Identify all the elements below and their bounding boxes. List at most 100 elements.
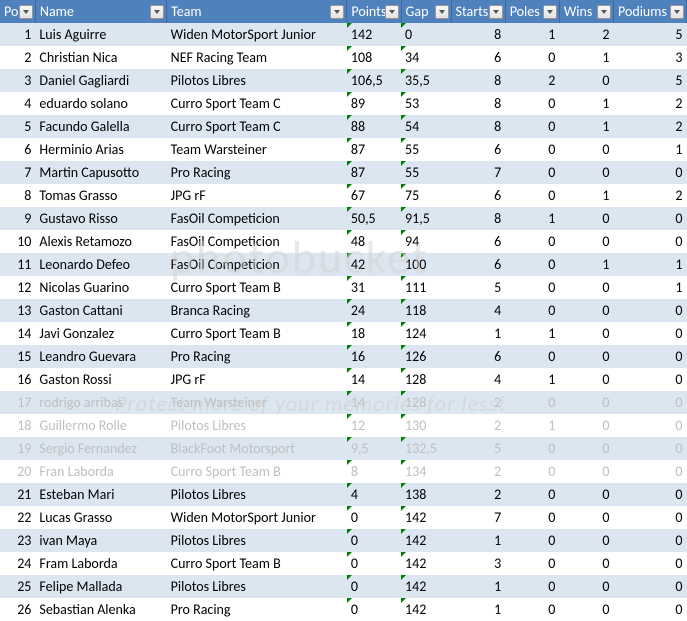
- cell-team: JPG rF: [167, 368, 347, 391]
- error-indicator-icon: [347, 368, 352, 373]
- table-row[interactable]: 18Guillermo RollePilotos Libres121302100: [0, 414, 687, 437]
- cell-team: BlackFoot Motorsport: [167, 437, 347, 460]
- cell-gap: 124: [401, 322, 451, 345]
- cell-wins: 0: [559, 506, 613, 529]
- cell-gap: 128: [401, 368, 451, 391]
- cell-name: Sergio Fernandez: [35, 437, 166, 460]
- error-indicator-icon: [347, 230, 352, 235]
- cell-pos: 13: [0, 299, 35, 322]
- cell-poles: 0: [505, 92, 559, 115]
- filter-dropdown-icon[interactable]: [330, 5, 344, 19]
- cell-points: 67: [347, 184, 401, 207]
- table-row[interactable]: 14Javi GonzalezCurro Sport Team B1812411…: [0, 322, 687, 345]
- cell-podiums: 0: [614, 414, 687, 437]
- error-indicator-icon: [401, 437, 406, 442]
- cell-points: 31: [347, 276, 401, 299]
- cell-starts: 1: [451, 598, 505, 621]
- filter-dropdown-icon[interactable]: [385, 5, 399, 19]
- table-row[interactable]: 8Tomas GrassoJPG rF67756012: [0, 184, 687, 207]
- table-row[interactable]: 10Alexis RetamozoFasOil Competicion48946…: [0, 230, 687, 253]
- cell-name: Lucas Grasso: [35, 506, 166, 529]
- cell-gap: 0: [401, 23, 451, 46]
- cell-pos: 6: [0, 138, 35, 161]
- table-row[interactable]: 4eduardo solanoCurro Sport Team C8953801…: [0, 92, 687, 115]
- table-row[interactable]: 7Martin CapusottoPro Racing87557000: [0, 161, 687, 184]
- cell-starts: 3: [451, 552, 505, 575]
- error-indicator-icon: [401, 276, 406, 281]
- filter-dropdown-icon[interactable]: [597, 5, 611, 19]
- cell-points: 106,5: [347, 69, 401, 92]
- table-row[interactable]: 9Gustavo RissoFasOil Competicion50,591,5…: [0, 207, 687, 230]
- table-row[interactable]: 16Gaston RossiJPG rF141284100: [0, 368, 687, 391]
- cell-gap: 91,5: [401, 207, 451, 230]
- table-row[interactable]: 13Gaston CattaniBranca Racing241184000: [0, 299, 687, 322]
- cell-team: FasOil Competicion: [167, 253, 347, 276]
- cell-name: Sebastian Alenka: [35, 598, 166, 621]
- cell-starts: 2: [451, 483, 505, 506]
- cell-name: Esteban Mari: [35, 483, 166, 506]
- error-indicator-icon: [401, 483, 406, 488]
- filter-dropdown-icon[interactable]: [543, 5, 557, 19]
- error-indicator-icon: [401, 345, 406, 350]
- filter-dropdown-icon[interactable]: [19, 5, 33, 19]
- cell-starts: 2: [451, 414, 505, 437]
- cell-wins: 0: [559, 414, 613, 437]
- filter-dropdown-icon[interactable]: [489, 5, 503, 19]
- table-row[interactable]: 24Fram LabordaCurro Sport Team B01423000: [0, 552, 687, 575]
- cell-gap: 132,5: [401, 437, 451, 460]
- cell-starts: 6: [451, 230, 505, 253]
- header-starts[interactable]: Starts: [451, 0, 505, 23]
- cell-pos: 3: [0, 69, 35, 92]
- error-indicator-icon: [347, 506, 352, 511]
- table-row[interactable]: 1Luis AguirreWiden MotorSport Junior1420…: [0, 23, 687, 46]
- table-row[interactable]: 20Fran LabordaCurro Sport Team B81342000: [0, 460, 687, 483]
- header-wins[interactable]: Wins: [559, 0, 613, 23]
- header-starts-label: Starts: [456, 3, 489, 20]
- header-pos[interactable]: Pos: [0, 0, 35, 23]
- table-row[interactable]: 21Esteban MariPilotos Libres41382000: [0, 483, 687, 506]
- table-row[interactable]: 11Leonardo DefeoFasOil Competicion421006…: [0, 253, 687, 276]
- cell-starts: 4: [451, 368, 505, 391]
- header-gap[interactable]: Gap: [401, 0, 451, 23]
- error-indicator-icon: [347, 322, 352, 327]
- cell-pos: 24: [0, 552, 35, 575]
- cell-points: 18: [347, 322, 401, 345]
- cell-points: 14: [347, 368, 401, 391]
- table-row[interactable]: 17rodrigo arribasTeam Warsteiner14128200…: [0, 391, 687, 414]
- header-poles[interactable]: Poles: [505, 0, 559, 23]
- cell-wins: 0: [559, 138, 613, 161]
- table-row[interactable]: 19Sergio FernandezBlackFoot Motorsport9,…: [0, 437, 687, 460]
- cell-name: Javi Gonzalez: [35, 322, 166, 345]
- cell-poles: 0: [505, 552, 559, 575]
- cell-podiums: 0: [614, 483, 687, 506]
- cell-points: 0: [347, 506, 401, 529]
- table-row[interactable]: 2Christian NicaNEF Racing Team108346013: [0, 46, 687, 69]
- filter-dropdown-icon[interactable]: [150, 5, 164, 19]
- table-row[interactable]: 5Facundo GalellaCurro Sport Team C885480…: [0, 115, 687, 138]
- table-row[interactable]: 3Daniel GagliardiPilotos Libres106,535,5…: [0, 69, 687, 92]
- cell-name: Gustavo Risso: [35, 207, 166, 230]
- table-row[interactable]: 25Felipe MalladaPilotos Libres01421000: [0, 575, 687, 598]
- header-name[interactable]: Name: [35, 0, 166, 23]
- cell-wins: 0: [559, 598, 613, 621]
- table-row[interactable]: 22Lucas GrassoWiden MotorSport Junior014…: [0, 506, 687, 529]
- cell-points: 50,5: [347, 207, 401, 230]
- filter-dropdown-icon[interactable]: [435, 5, 449, 19]
- filter-dropdown-icon[interactable]: [670, 5, 684, 19]
- error-indicator-icon: [401, 207, 406, 212]
- error-indicator-icon: [401, 322, 406, 327]
- table-row[interactable]: 15Leandro GuevaraPro Racing161266000: [0, 345, 687, 368]
- cell-pos: 26: [0, 598, 35, 621]
- header-team[interactable]: Team: [167, 0, 347, 23]
- cell-poles: 0: [505, 345, 559, 368]
- header-podiums[interactable]: Podiums: [614, 0, 687, 23]
- table-row[interactable]: 26Sebastian AlenkaPro Racing01421000: [0, 598, 687, 621]
- cell-poles: 0: [505, 184, 559, 207]
- cell-team: Widen MotorSport Junior: [167, 23, 347, 46]
- error-indicator-icon: [401, 575, 406, 580]
- cell-team: Curro Sport Team B: [167, 276, 347, 299]
- table-row[interactable]: 12Nicolas GuarinoCurro Sport Team B31111…: [0, 276, 687, 299]
- header-points[interactable]: Points: [347, 0, 401, 23]
- cell-team: JPG rF: [167, 184, 347, 207]
- table-row[interactable]: 6Herminio AriasTeam Warsteiner87556001: [0, 138, 687, 161]
